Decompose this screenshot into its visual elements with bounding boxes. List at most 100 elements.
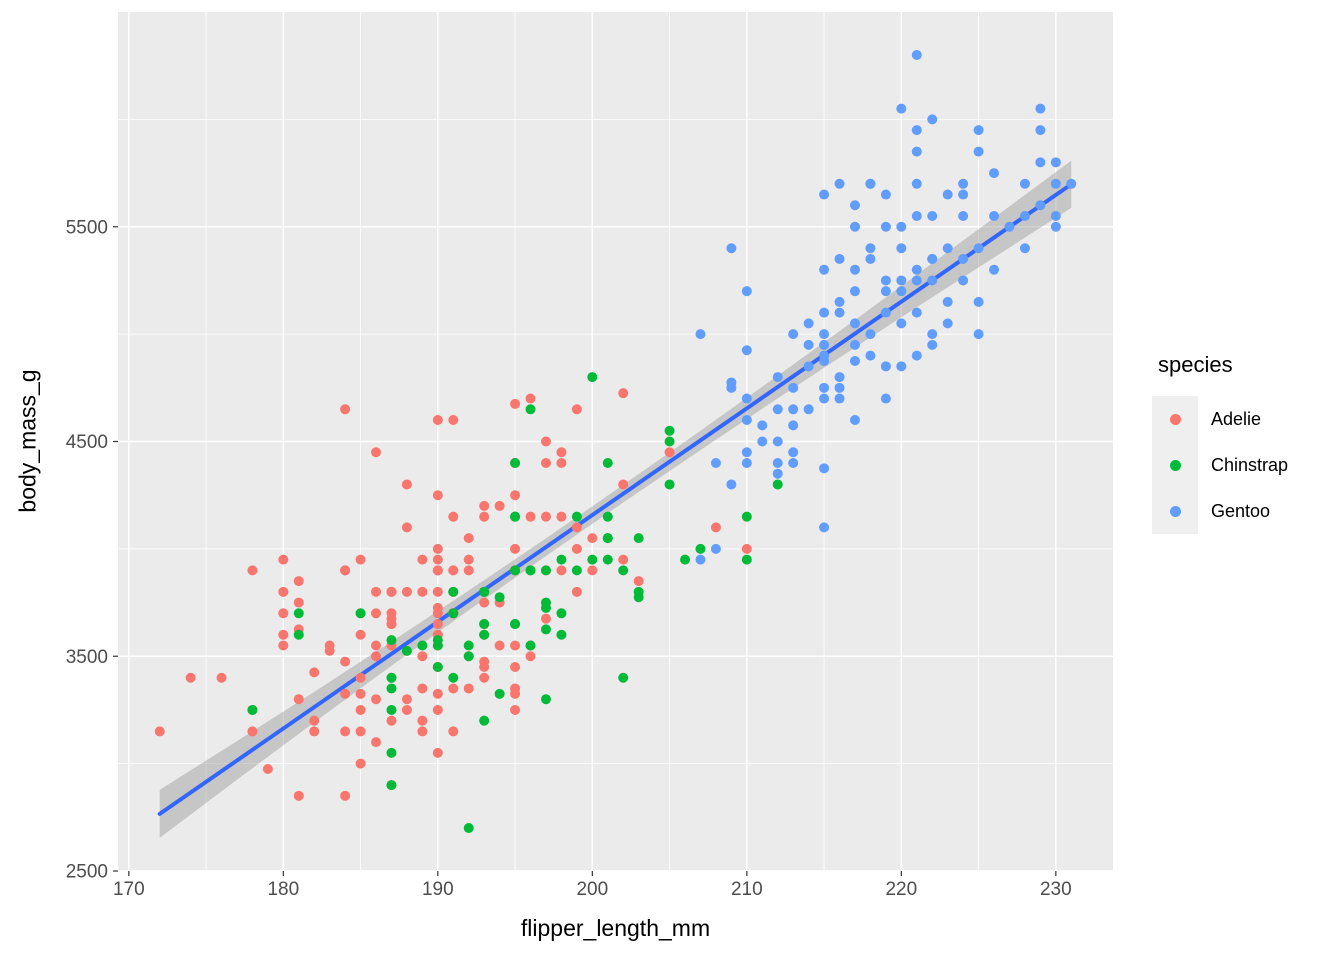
- data-point-gentoo: [834, 178, 845, 189]
- data-point-adelie: [401, 522, 412, 533]
- data-point-adelie: [355, 554, 366, 565]
- data-point-adelie: [432, 619, 443, 630]
- data-point-adelie: [371, 640, 382, 651]
- data-point-gentoo: [973, 125, 984, 136]
- data-point-adelie: [432, 586, 443, 597]
- data-point-gentoo: [741, 415, 752, 426]
- data-point-adelie: [371, 694, 382, 705]
- data-point-adelie: [448, 511, 459, 522]
- data-point-gentoo: [710, 543, 721, 554]
- data-point-adelie: [540, 436, 551, 447]
- data-point-gentoo: [865, 350, 876, 361]
- data-point-chinstrap: [463, 640, 474, 651]
- data-point-adelie: [556, 565, 567, 576]
- data-point-gentoo: [803, 361, 814, 372]
- data-point-adelie: [386, 619, 397, 630]
- data-point-adelie: [510, 543, 521, 554]
- data-point-gentoo: [803, 318, 814, 329]
- data-point-adelie: [448, 415, 459, 426]
- data-point-adelie: [278, 608, 289, 619]
- data-point-gentoo: [973, 146, 984, 157]
- data-point-gentoo: [911, 49, 922, 60]
- data-point-gentoo: [896, 361, 907, 372]
- data-point-gentoo: [849, 355, 860, 366]
- data-point-gentoo: [989, 211, 1000, 222]
- legend-item-gentoo: Gentoo: [1152, 488, 1344, 534]
- y-tick-label: 3500: [66, 647, 108, 668]
- data-point-gentoo: [772, 372, 783, 383]
- data-point-gentoo: [896, 286, 907, 297]
- data-point-adelie: [417, 651, 428, 662]
- data-point-adelie: [525, 511, 536, 522]
- data-point-gentoo: [880, 393, 891, 404]
- data-point-chinstrap: [293, 608, 304, 619]
- data-point-gentoo: [958, 253, 969, 264]
- data-point-gentoo: [819, 189, 830, 200]
- data-point-adelie: [355, 629, 366, 640]
- data-point-adelie: [401, 479, 412, 490]
- data-point-gentoo: [942, 243, 953, 254]
- legend-title: species: [1158, 352, 1233, 377]
- data-point-adelie: [510, 683, 521, 694]
- x-tick-label: 170: [113, 879, 145, 900]
- data-point-adelie: [587, 533, 598, 544]
- data-point-gentoo: [927, 253, 938, 264]
- data-point-chinstrap: [479, 586, 490, 597]
- data-point-gentoo: [880, 361, 891, 372]
- data-point-adelie: [479, 597, 490, 608]
- data-point-chinstrap: [571, 565, 582, 576]
- data-point-gentoo: [741, 393, 752, 404]
- data-point-adelie: [463, 554, 474, 565]
- data-point-chinstrap: [633, 592, 644, 603]
- data-point-adelie: [432, 554, 443, 565]
- data-point-gentoo: [834, 382, 845, 393]
- data-point-chinstrap: [386, 704, 397, 715]
- data-point-gentoo: [1019, 243, 1030, 254]
- data-point-gentoo: [819, 329, 830, 340]
- data-point-gentoo: [726, 479, 737, 490]
- data-point-gentoo: [726, 243, 737, 254]
- data-point-gentoo: [927, 114, 938, 125]
- data-point-adelie: [401, 704, 412, 715]
- data-point-adelie: [371, 651, 382, 662]
- data-point-gentoo: [865, 178, 876, 189]
- data-point-gentoo: [958, 178, 969, 189]
- data-point-adelie: [494, 640, 505, 651]
- data-point-gentoo: [772, 404, 783, 415]
- data-point-gentoo: [973, 243, 984, 254]
- data-point-gentoo: [896, 103, 907, 114]
- y-tick-label: 4500: [66, 432, 108, 453]
- data-point-adelie: [448, 565, 459, 576]
- data-point-chinstrap: [510, 457, 521, 468]
- data-point-gentoo: [849, 286, 860, 297]
- data-point-gentoo: [849, 264, 860, 275]
- data-point-adelie: [432, 565, 443, 576]
- data-point-adelie: [479, 672, 490, 683]
- data-point-adelie: [525, 393, 536, 404]
- data-point-gentoo: [911, 211, 922, 222]
- data-point-adelie: [262, 763, 273, 774]
- data-point-chinstrap: [432, 640, 443, 651]
- data-point-adelie: [432, 688, 443, 699]
- data-point-chinstrap: [386, 747, 397, 758]
- data-point-gentoo: [911, 350, 922, 361]
- data-point-adelie: [278, 554, 289, 565]
- data-point-gentoo: [989, 168, 1000, 179]
- data-point-adelie: [432, 415, 443, 426]
- data-point-chinstrap: [664, 436, 675, 447]
- data-point-adelie: [309, 667, 320, 678]
- data-point-gentoo: [741, 286, 752, 297]
- data-point-adelie: [571, 522, 582, 533]
- data-point-gentoo: [942, 296, 953, 307]
- data-point-chinstrap: [618, 672, 629, 683]
- data-point-gentoo: [1019, 178, 1030, 189]
- data-point-adelie: [278, 629, 289, 640]
- data-point-adelie: [618, 554, 629, 565]
- data-point-gentoo: [896, 318, 907, 329]
- data-point-adelie: [432, 747, 443, 758]
- data-point-adelie: [510, 490, 521, 501]
- data-point-gentoo: [942, 318, 953, 329]
- x-tick-label: 200: [576, 879, 608, 900]
